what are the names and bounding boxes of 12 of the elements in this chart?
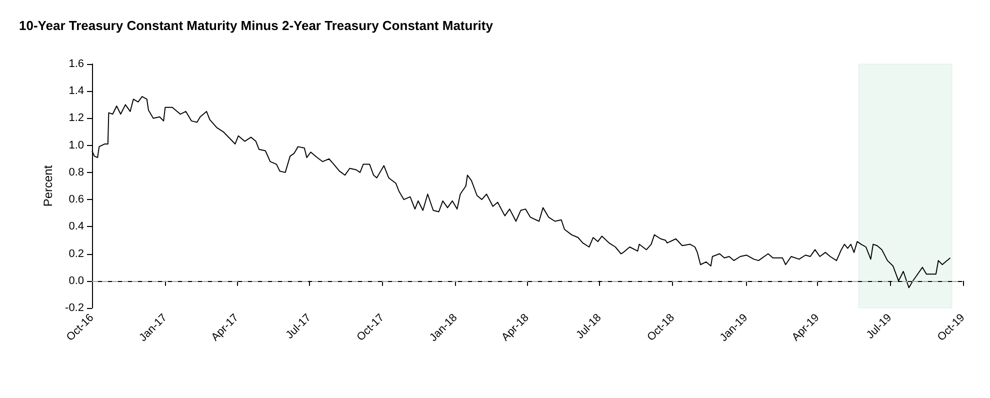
- y-axis-title: Percent: [41, 164, 56, 207]
- y-tick-label: 0.4: [68, 220, 84, 233]
- y-tick-label: 1.2: [68, 112, 84, 124]
- y-tick-label: 0.2: [68, 248, 84, 260]
- y-tick-label: 1.4: [68, 85, 84, 98]
- y-tick-label: 1.6: [68, 58, 84, 70]
- y-tick-label: 0.6: [68, 194, 84, 206]
- y-tick-label: 0.8: [68, 166, 84, 178]
- y-tick-label: -0.2: [65, 302, 84, 314]
- chart-title: 10-Year Treasury Constant Maturity Minus 2-Year Treasury Constant Maturity: [19, 18, 494, 33]
- y-tick-label: 1.0: [68, 139, 84, 152]
- y-tick-label: 0.0: [68, 274, 84, 287]
